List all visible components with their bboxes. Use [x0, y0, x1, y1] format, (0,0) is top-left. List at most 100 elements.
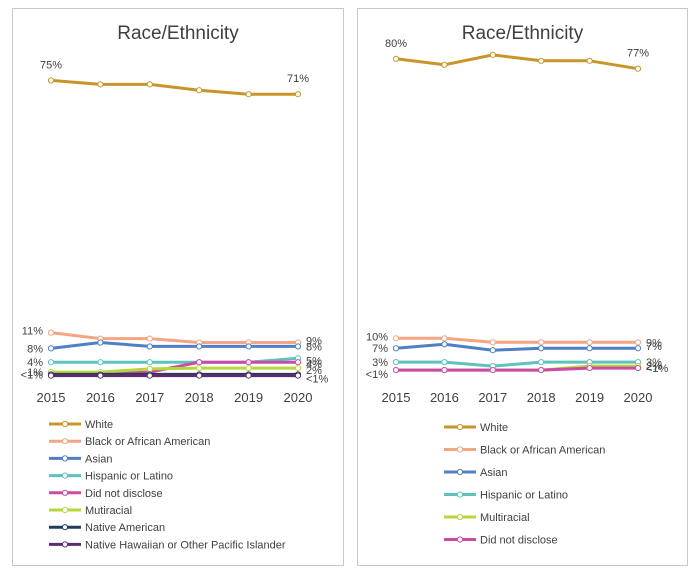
series-native-hawaiian-or-other-pacific-islander: [47, 372, 302, 379]
legend-item-white: White: [444, 422, 508, 434]
chart-panel-right: Race/Ethnicity 80% 77% 10% 7% 3% <1% 9% 7% 3% 2% <…: [357, 8, 688, 566]
data-label: 10%: [366, 331, 388, 343]
series-line: [396, 336, 638, 344]
legend-marker: [456, 491, 464, 498]
data-label: 3%: [372, 357, 388, 369]
data-point: [97, 372, 104, 379]
legend-label: Asian: [85, 453, 113, 465]
legend-item-hispanic-or-latino: Hispanic or Latino: [444, 490, 568, 502]
data-point: [392, 359, 400, 366]
series-black-or-african-american: [392, 335, 642, 346]
data-label: 9%: [306, 336, 322, 348]
data-point: [146, 372, 153, 379]
legend-marker: [456, 468, 464, 476]
legend-item-multiracial: Multiracial: [444, 512, 530, 524]
legend-marker: [456, 513, 464, 521]
data-label: <1%: [646, 363, 669, 375]
legend-label: White: [480, 422, 508, 434]
series-white: [47, 77, 302, 98]
data-point: [538, 345, 545, 352]
data-point: [196, 87, 203, 94]
data-label: 2%: [646, 361, 662, 373]
series-asian: [47, 339, 302, 352]
x-tick-label: 2018: [185, 390, 214, 405]
data-point: [196, 359, 203, 366]
x-tick-label: 2015: [382, 390, 411, 405]
data-point: [245, 372, 252, 379]
data-point: [47, 345, 55, 352]
legend-label: Hispanic or Latino: [85, 471, 173, 483]
x-tick-label: 2015: [37, 390, 66, 405]
x-tick-label: 2020: [284, 390, 313, 405]
data-label: 7%: [372, 343, 388, 355]
data-point: [245, 343, 252, 350]
legend-marker: [61, 489, 69, 496]
data-label: 11%: [22, 326, 43, 338]
data-point: [196, 343, 203, 350]
data-label: 71%: [287, 73, 309, 85]
legend-marker: [61, 541, 69, 548]
legend-label: Hispanic or Latino: [480, 490, 568, 502]
data-point: [97, 359, 104, 366]
data-point: [538, 339, 545, 346]
data-point: [392, 345, 400, 352]
data-point: [441, 366, 448, 374]
data-label: 2%: [306, 365, 322, 377]
data-point: [441, 341, 448, 348]
data-label: 5%: [306, 355, 322, 367]
x-tick-label: 2016: [430, 390, 459, 405]
data-point: [146, 359, 153, 366]
data-label: <1%: [21, 369, 44, 381]
legend-item-white: White: [49, 419, 113, 431]
data-label: 3%: [646, 357, 662, 369]
legend-marker: [61, 420, 69, 428]
chart-panel-left: Race/Ethnicity 75% 71% 11% 8% 4% 1% <1% 9% 8% 5% 4…: [12, 8, 344, 566]
data-point: [146, 81, 153, 88]
legend-label: Native American: [85, 522, 165, 534]
series-black-or-african-american: [47, 329, 302, 346]
data-point: [586, 339, 593, 346]
series-line: [395, 53, 639, 71]
data-point: [489, 347, 496, 354]
legend-item-asian: Asian: [444, 467, 508, 479]
data-point: [441, 335, 448, 342]
x-tick-label: 2018: [527, 390, 556, 405]
series-line: [50, 78, 298, 96]
data-point: [538, 359, 545, 366]
legend-item-hispanic-or-latino: Hispanic or Latino: [49, 471, 173, 483]
series-asian: [392, 341, 642, 354]
legend-marker: [456, 423, 464, 431]
data-point: [294, 91, 302, 98]
legend-item-black-or-african-american: Black or African American: [444, 445, 605, 457]
data-point: [47, 329, 55, 336]
legend-label: Did not disclose: [85, 488, 163, 500]
legend-label: Asian: [480, 467, 508, 479]
data-point: [538, 366, 545, 374]
data-point: [392, 55, 400, 62]
data-label: <1%: [306, 373, 329, 385]
series-line: [51, 366, 298, 374]
legend-marker: [61, 472, 69, 479]
legend-marker: [61, 438, 69, 445]
data-label: 7%: [646, 341, 662, 353]
legend-item-did-not-disclose: Did not disclose: [444, 535, 558, 547]
legend-marker: [61, 455, 69, 462]
legend-label: Multiracial: [480, 512, 530, 524]
data-point: [97, 339, 104, 346]
legend-label: Did not disclose: [480, 535, 558, 547]
series-white: [392, 51, 642, 72]
data-point: [245, 91, 252, 98]
data-label: 80%: [385, 38, 407, 50]
data-point: [294, 359, 302, 366]
data-point: [146, 365, 153, 373]
data-label: 77%: [627, 48, 649, 60]
data-label: <1%: [366, 369, 389, 381]
legend-label: Mutiracial: [85, 505, 132, 517]
legend-marker: [61, 524, 69, 531]
legend-label: White: [85, 419, 113, 431]
data-point: [441, 61, 448, 68]
x-tick-label: 2019: [234, 390, 263, 405]
legend: White Black or African American Asian Hispa…: [49, 419, 286, 551]
data-point: [634, 345, 642, 352]
x-tick-label: 2017: [478, 390, 507, 405]
